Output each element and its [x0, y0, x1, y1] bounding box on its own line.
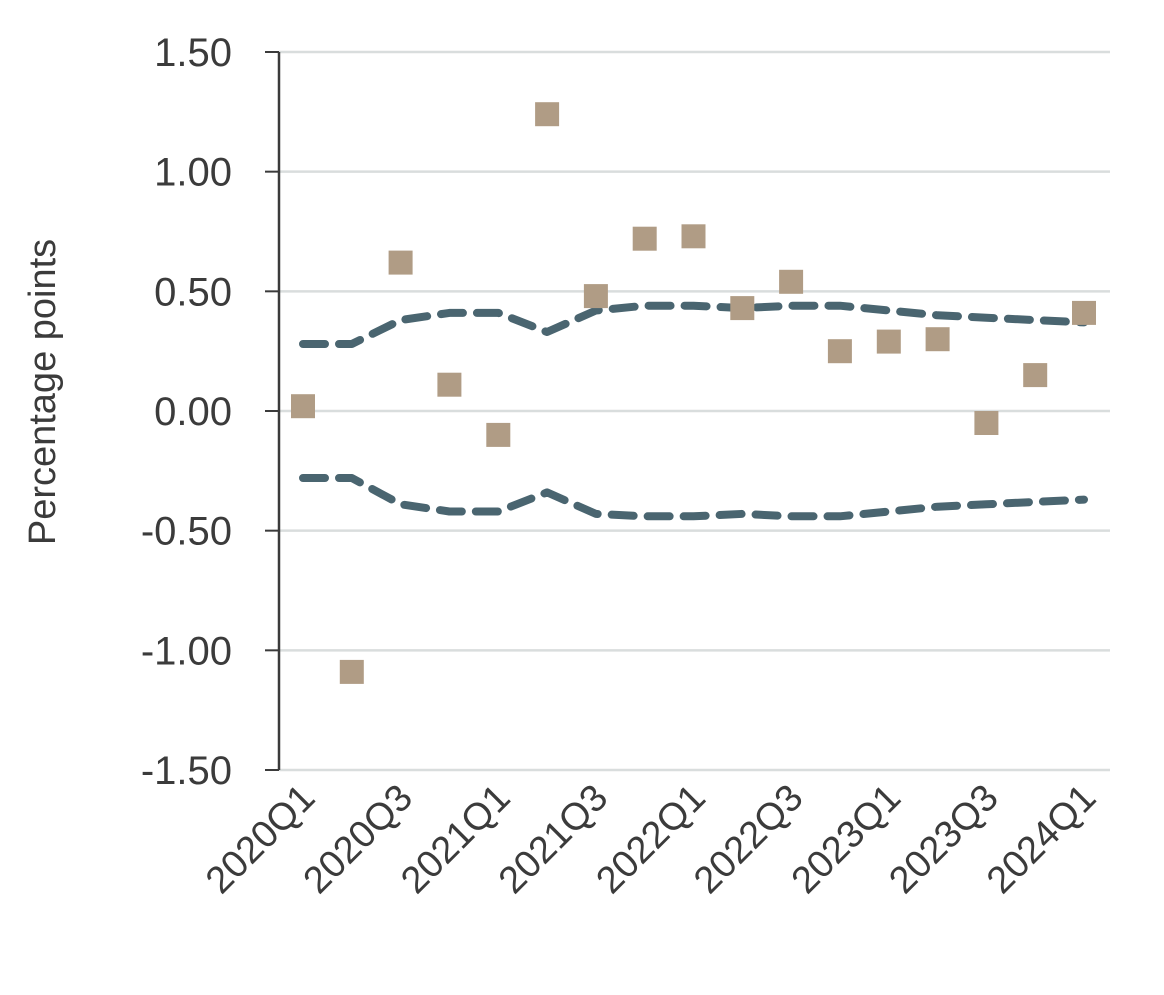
x-tick-label: 2023Q3 [881, 777, 1006, 902]
data-point [925, 327, 950, 352]
band-layer [299, 301, 1088, 521]
lower-band-line [299, 474, 1088, 521]
data-point [535, 102, 560, 127]
y-tick-label: 0.50 [154, 270, 232, 314]
y-tick-label: 0.00 [154, 390, 232, 434]
upper-band-line [299, 301, 1088, 348]
y-axis-label: Percentage points [22, 239, 64, 545]
data-point [876, 329, 901, 354]
axis-layer [265, 51, 281, 771]
x-tick-label: 2021Q1 [393, 777, 518, 902]
x-tick-label: 2020Q3 [296, 777, 421, 902]
data-point [583, 284, 608, 309]
data-point [388, 250, 413, 275]
x-tick-label: 2024Q1 [979, 777, 1104, 902]
data-point [779, 269, 804, 294]
data-point [1072, 300, 1096, 325]
data-point [681, 224, 706, 249]
y-tick-label: 1.00 [154, 151, 232, 195]
data-point [339, 659, 364, 684]
x-tick-label: 2020Q1 [198, 777, 323, 902]
data-point [974, 411, 999, 435]
data-point [437, 372, 462, 397]
x-tick-label: 2022Q1 [589, 777, 714, 902]
grid-layer [279, 50, 1110, 772]
data-point [291, 394, 315, 419]
y-tick-label: -1.00 [141, 629, 232, 673]
y-tick-label: -0.50 [141, 510, 232, 554]
data-point [632, 226, 657, 251]
x-tick-label: 2023Q1 [784, 777, 909, 902]
data-point [1023, 363, 1048, 388]
x-tick-label: 2022Q3 [686, 777, 811, 902]
point-layer [291, 102, 1096, 684]
data-point [827, 339, 852, 364]
data-point [730, 296, 755, 321]
y-tick-label: -1.50 [141, 749, 232, 793]
data-point [486, 422, 511, 447]
y-tick-label: 1.50 [154, 31, 232, 75]
label-layer: 1.50 1.00 0.50 0.00 -0.50 -1.00 -1.50 Percentag… [22, 31, 1104, 902]
x-tick-label: 2021Q3 [491, 777, 616, 902]
